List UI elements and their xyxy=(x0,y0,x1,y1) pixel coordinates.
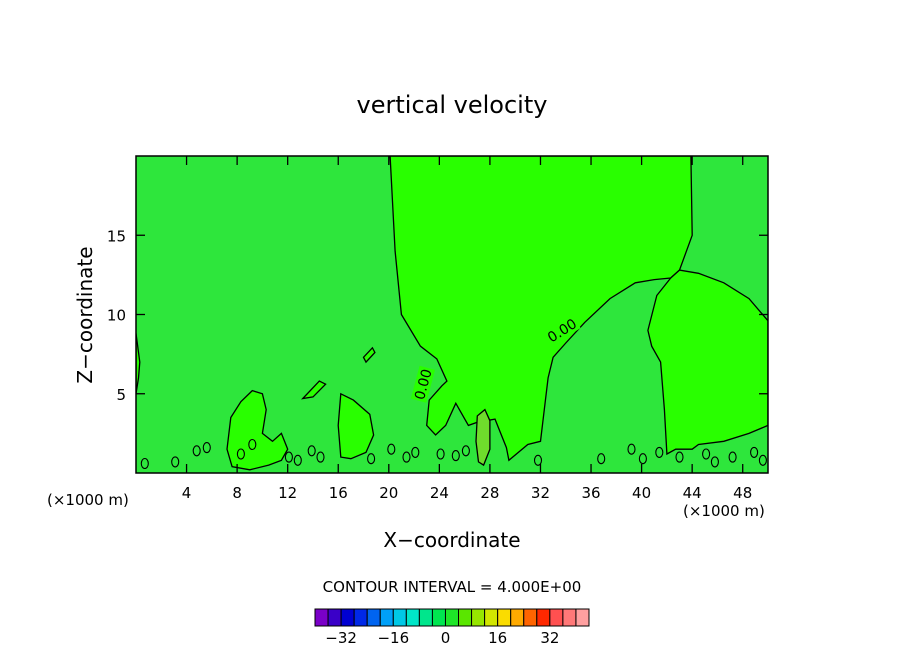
noise-contour-12 xyxy=(402,451,411,463)
x-axis: 4 8 12 16 20 24 28 32 36 40 44 48 xyxy=(182,156,752,502)
colorbar-bin-18 xyxy=(549,608,564,627)
noise-contour-21 xyxy=(655,446,664,458)
contour-label-1: 0.00 xyxy=(412,367,436,401)
colorbar-bin-9 xyxy=(431,608,446,627)
colorbar-bin-6 xyxy=(392,608,407,627)
colorbar-bin-15 xyxy=(510,608,525,627)
x-tick-label-28: 28 xyxy=(480,484,499,502)
colorbar-bin-1 xyxy=(327,608,342,627)
x-unit-right: (×1000 m) xyxy=(683,502,765,520)
noise-contour-25 xyxy=(728,451,737,463)
colorbar-bin-10 xyxy=(444,608,460,627)
contour-region-3 xyxy=(337,392,375,460)
contour-region-5 xyxy=(362,346,376,364)
y-tick-label-15: 15 xyxy=(107,227,126,245)
noise-contour-22 xyxy=(675,451,684,463)
colorbar-bin-8 xyxy=(418,608,433,627)
colorbar-bin-19 xyxy=(562,608,577,627)
noise-contour-16 xyxy=(461,445,470,457)
chart-title: vertical velocity xyxy=(357,91,548,119)
colorbar-bin-12 xyxy=(471,608,486,627)
noise-contour-2 xyxy=(192,445,201,457)
x-unit-left: (×1000 m) xyxy=(47,491,129,509)
contour-region-7 xyxy=(475,408,491,467)
colorbar-tick-label-32: 32 xyxy=(540,629,559,647)
contour-region-1 xyxy=(647,269,768,456)
y-tick-label-10: 10 xyxy=(107,307,126,325)
noise-contour-5 xyxy=(248,438,257,451)
x-tick-label-36: 36 xyxy=(581,484,600,502)
colorbar-tick-label-0: 0 xyxy=(441,629,451,647)
x-axis-label: X−coordinate xyxy=(383,528,520,552)
x-tick-label-40: 40 xyxy=(632,484,651,502)
noise-contour-14 xyxy=(436,448,445,460)
noise-contour-27 xyxy=(758,454,767,466)
colorbar-bin-5 xyxy=(379,608,394,627)
colorbar-tick-label--32: −32 xyxy=(325,629,357,647)
colorbar-bin-20 xyxy=(575,608,590,627)
colorbar-bin-11 xyxy=(458,608,473,627)
colorbar-tick-label--16: −16 xyxy=(377,629,409,647)
colorbar-bin-2 xyxy=(340,608,355,627)
x-tick-label-44: 44 xyxy=(683,484,702,502)
noise-contour-23 xyxy=(702,448,711,460)
colorbar-bin-17 xyxy=(536,608,551,627)
noise-contour-15 xyxy=(451,450,460,462)
noise-contour-1 xyxy=(171,456,180,468)
contour-region-4 xyxy=(136,333,141,394)
colorbar-tick-label-16: 16 xyxy=(488,629,507,647)
colorbar-bin-7 xyxy=(405,608,420,627)
noise-contour-13 xyxy=(411,446,420,458)
plot-area: 0.000.00 xyxy=(135,155,769,474)
noise-contour-0 xyxy=(140,457,149,470)
noise-contour-17 xyxy=(533,454,543,466)
colorbar-bin-14 xyxy=(497,608,512,627)
colorbar: −32 −16 0 16 32 xyxy=(314,608,590,647)
colorbar-bin-4 xyxy=(366,608,381,627)
y-axis: 5 10 15 xyxy=(107,227,768,404)
contour-region-6 xyxy=(301,380,327,400)
colorbar-bin-16 xyxy=(523,608,538,627)
noise-contour-4 xyxy=(236,448,245,460)
noise-contour-3 xyxy=(202,442,211,454)
y-axis-label: Z−coordinate xyxy=(73,246,97,383)
noise-contour-18 xyxy=(597,453,606,465)
noise-contour-19 xyxy=(627,443,636,455)
y-tick-label-5: 5 xyxy=(116,386,126,404)
x-tick-label-12: 12 xyxy=(278,484,297,502)
noise-contour-8 xyxy=(307,445,316,457)
x-tick-label-8: 8 xyxy=(232,484,242,502)
contour-label-bg-0 xyxy=(543,314,581,347)
x-tick-label-32: 32 xyxy=(531,484,550,502)
contour-label-bg-1 xyxy=(410,365,436,403)
x-tick-label-20: 20 xyxy=(379,484,398,502)
noise-contour-24 xyxy=(710,456,719,468)
noise-contour-20 xyxy=(638,453,647,465)
noise-contour-11 xyxy=(387,443,396,455)
noise-contour-7 xyxy=(293,454,302,466)
colorbar-bin-13 xyxy=(484,608,499,627)
contour-interval-text: CONTOUR INTERVAL = 4.000E+00 xyxy=(323,578,582,596)
contour-region-2 xyxy=(226,389,289,471)
colorbar-bin-0 xyxy=(314,608,329,627)
x-tick-label-24: 24 xyxy=(430,484,449,502)
x-tick-label-4: 4 xyxy=(182,484,192,502)
noise-contour-6 xyxy=(284,451,293,463)
x-tick-label-16: 16 xyxy=(329,484,348,502)
noise-contour-26 xyxy=(750,446,759,458)
noise-contour-10 xyxy=(367,453,376,465)
noise-contour-9 xyxy=(316,451,325,463)
x-tick-label-48: 48 xyxy=(733,484,752,502)
colorbar-bin-3 xyxy=(353,608,368,627)
contour-region-0 xyxy=(389,156,693,462)
